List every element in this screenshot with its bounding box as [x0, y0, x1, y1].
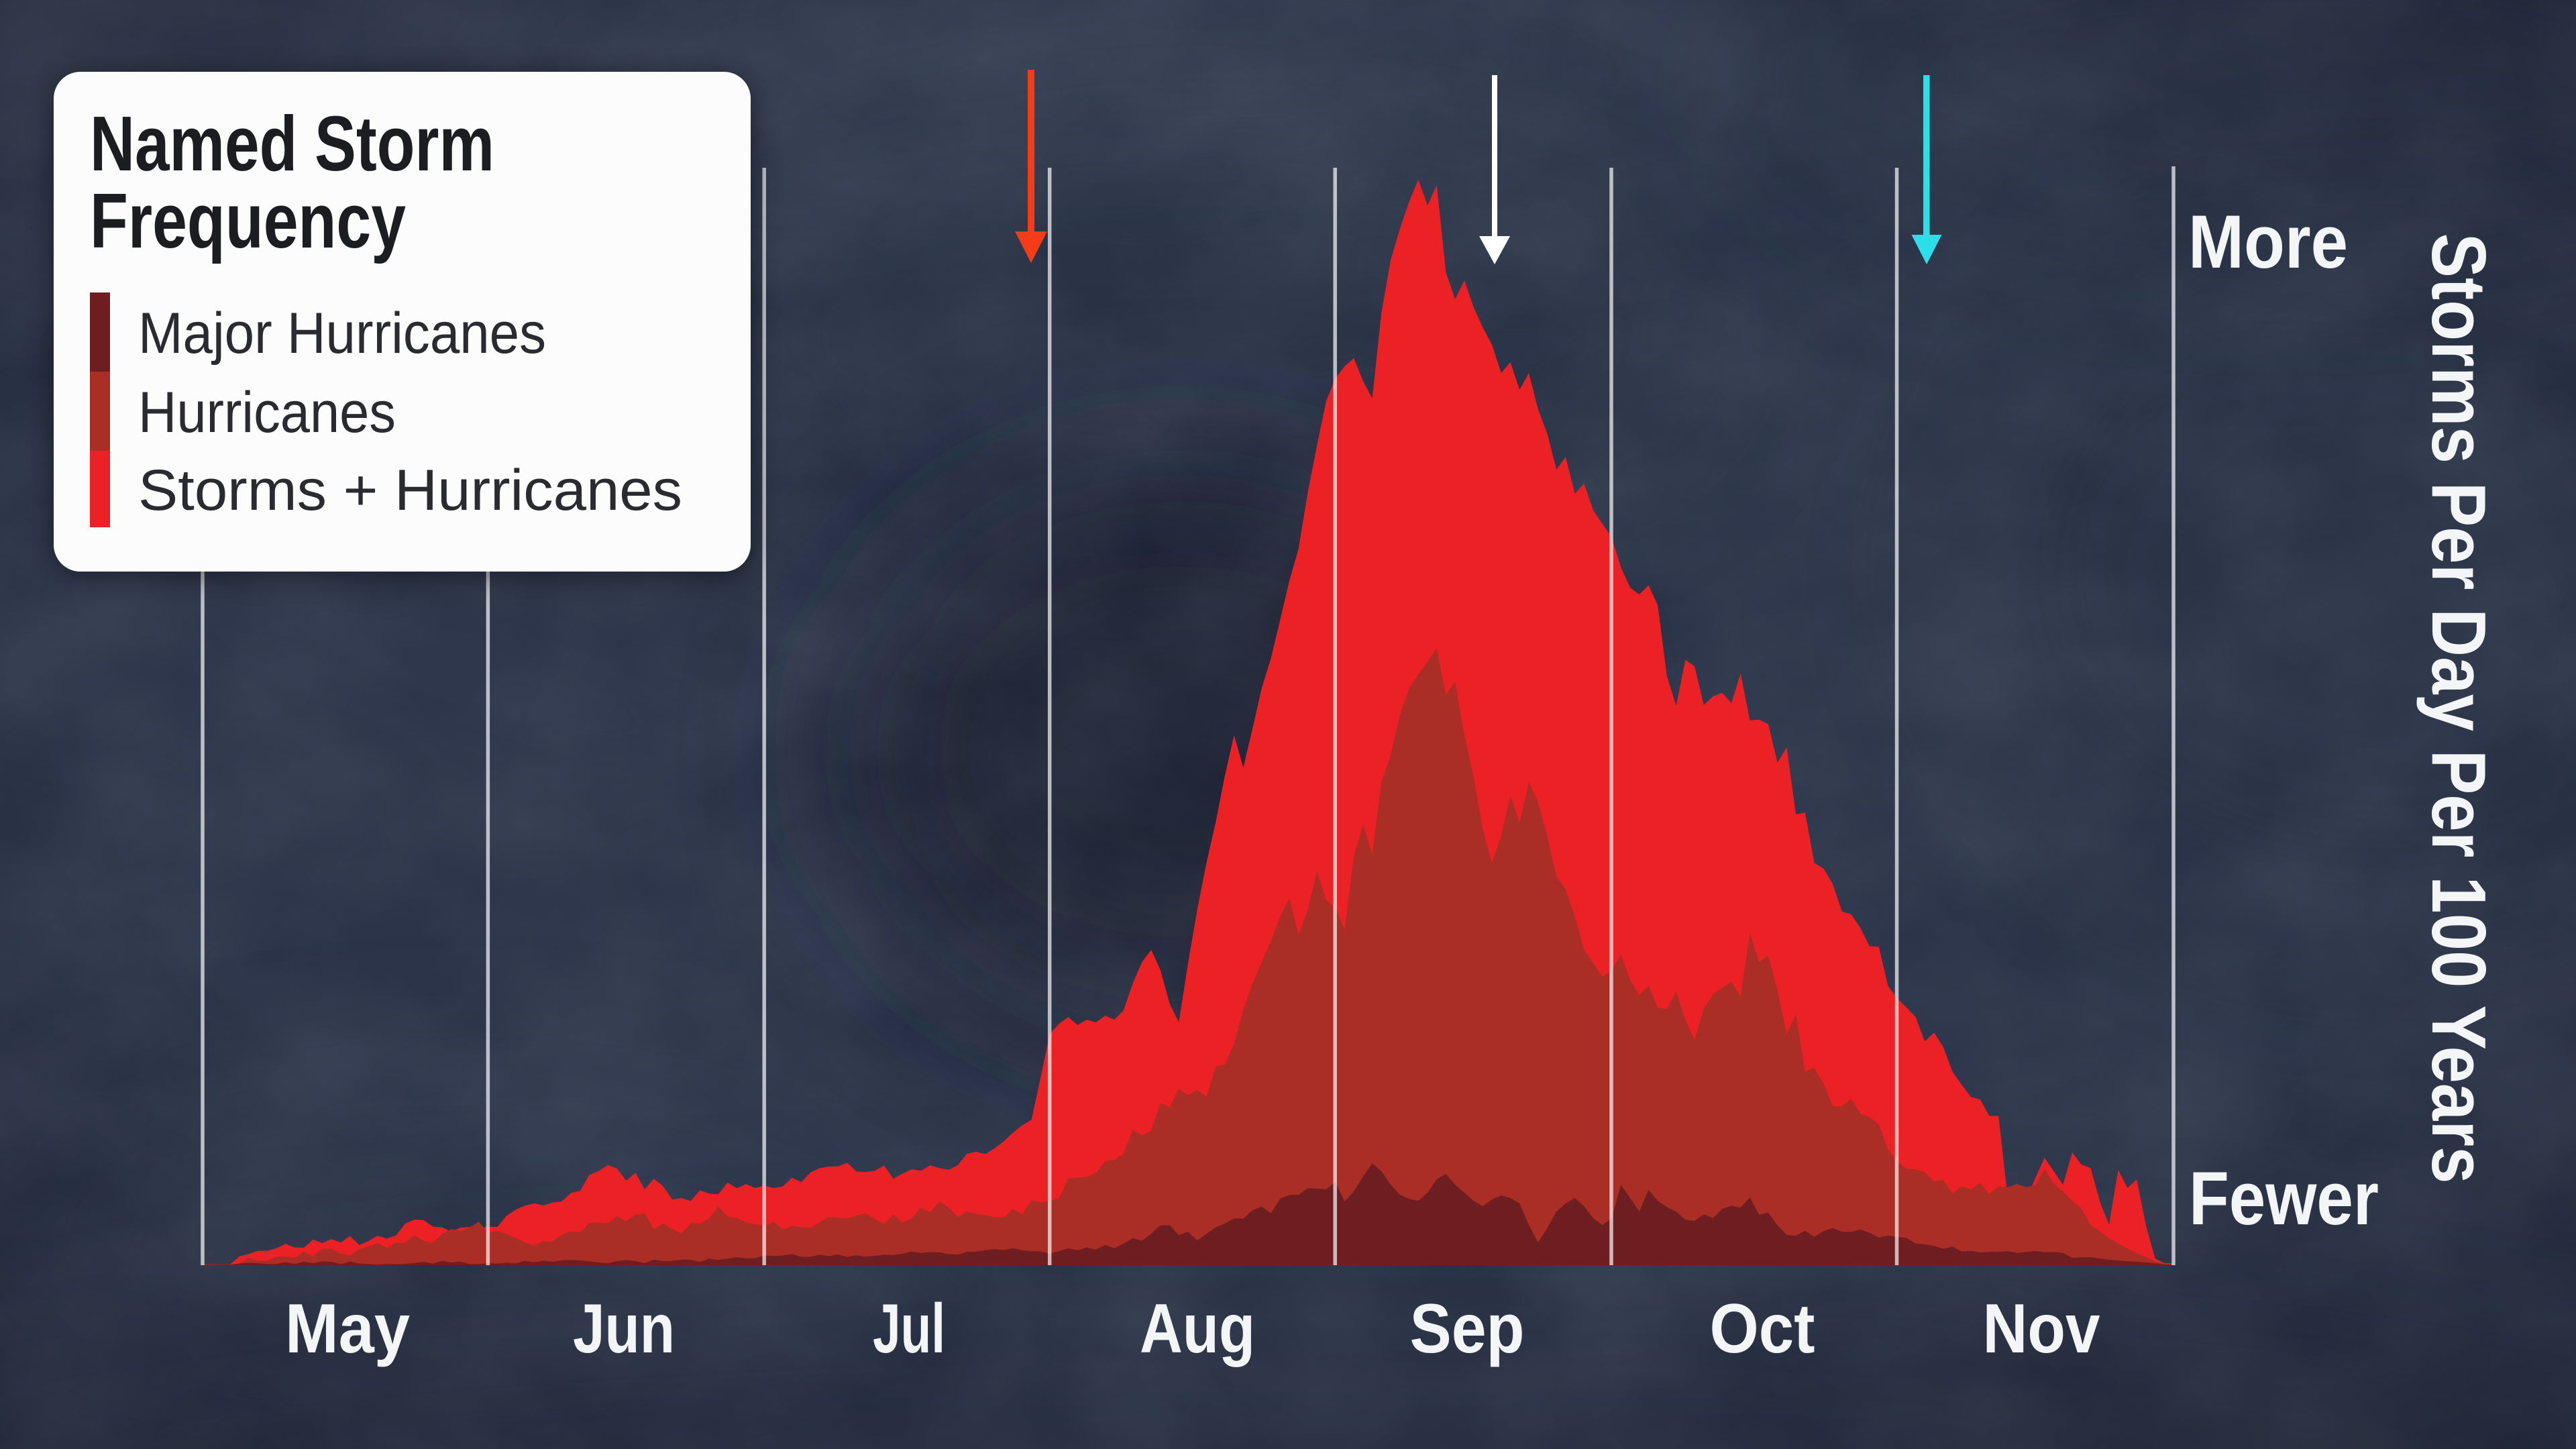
svg-text:Major Hurricanes: Major Hurricanes	[138, 301, 546, 366]
svg-text:Jun: Jun	[573, 1290, 675, 1368]
svg-text:Frequency: Frequency	[90, 177, 406, 264]
svg-text:May: May	[285, 1290, 410, 1368]
svg-text:Oct: Oct	[1710, 1290, 1815, 1368]
svg-text:Fewer: Fewer	[2189, 1157, 2379, 1240]
svg-text:Aug: Aug	[1140, 1290, 1255, 1368]
svg-text:Hurricanes: Hurricanes	[138, 380, 396, 445]
svg-text:Jul: Jul	[873, 1290, 945, 1368]
svg-text:Named Storm: Named Storm	[90, 100, 494, 187]
svg-text:Sep: Sep	[1410, 1290, 1525, 1368]
svg-text:More: More	[2188, 200, 2348, 284]
svg-text:Nov: Nov	[1983, 1290, 2100, 1368]
svg-text:Storms + Hurricanes: Storms + Hurricanes	[138, 458, 682, 523]
svg-text:Storms Per Day Per 100 Years: Storms Per Day Per 100 Years	[2416, 233, 2501, 1184]
